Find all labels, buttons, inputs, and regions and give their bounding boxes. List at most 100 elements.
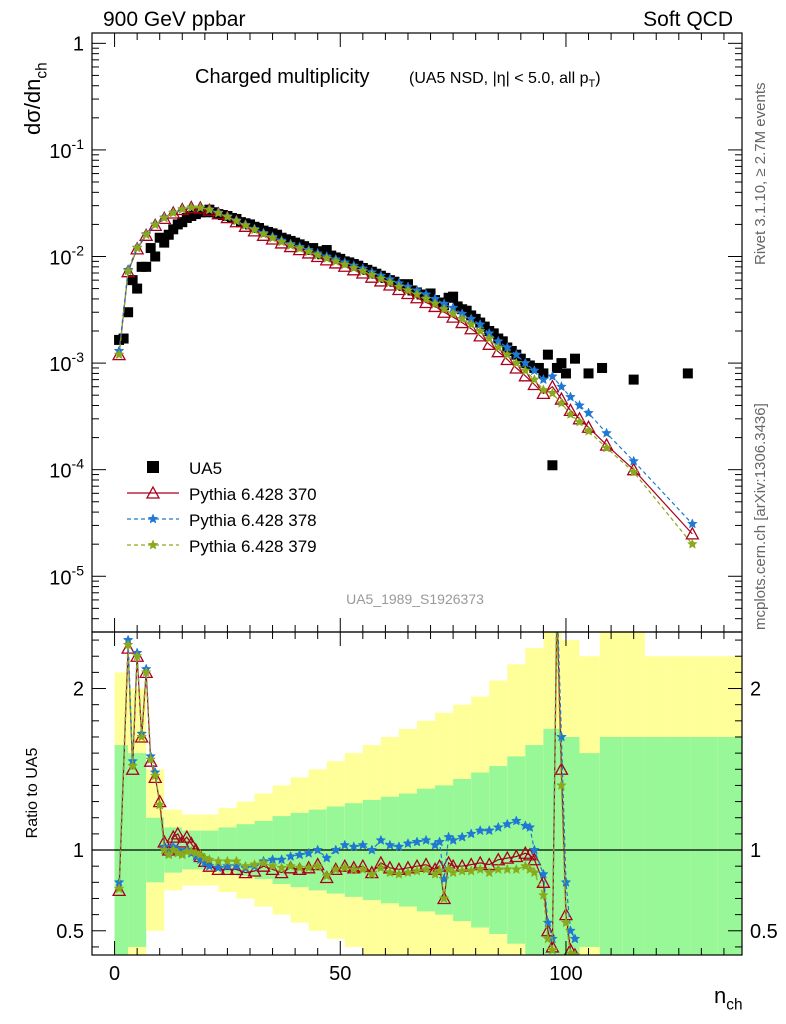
data-point <box>321 252 333 263</box>
x-tick-label: 100 <box>549 963 582 985</box>
data-point <box>303 862 315 873</box>
data-point <box>448 291 459 302</box>
data-point <box>175 834 190 848</box>
data-point <box>276 862 287 873</box>
legend: UA5 Pythia 6.428 370 Pythia 6.428 378 Pythi… <box>127 459 317 556</box>
data-point <box>150 251 161 262</box>
data-point <box>465 865 477 876</box>
data-point <box>357 265 369 276</box>
data-point <box>583 368 594 379</box>
inner-band <box>599 736 623 955</box>
data-point <box>312 844 324 855</box>
data-point <box>145 753 157 765</box>
data-point <box>303 246 315 257</box>
data-point <box>501 863 513 875</box>
data-point <box>211 862 226 876</box>
data-point <box>574 399 585 411</box>
data-point <box>583 425 594 436</box>
data-point <box>488 328 499 339</box>
data-point <box>292 862 307 876</box>
data-point <box>443 831 455 842</box>
data-point <box>537 868 549 879</box>
data-point <box>141 261 152 272</box>
data-point <box>285 860 297 871</box>
data-point <box>402 284 414 296</box>
ratio-frame <box>91 631 743 956</box>
data-point <box>482 336 497 350</box>
data-point <box>601 442 612 453</box>
data-point <box>686 538 698 549</box>
data-point <box>447 834 459 845</box>
x-axis-label: nch <box>714 983 743 1014</box>
data-point <box>443 863 455 875</box>
data-point <box>149 219 161 230</box>
data-point <box>339 862 351 873</box>
data-point <box>140 666 152 677</box>
y-tick-label: 10-3 <box>49 349 84 376</box>
data-point <box>240 860 251 871</box>
data-point <box>420 293 432 304</box>
inner-band <box>622 736 645 955</box>
data-point <box>429 298 441 309</box>
data-point <box>222 855 233 866</box>
data-point <box>163 229 174 240</box>
data-point <box>179 829 194 843</box>
data-point <box>346 860 361 874</box>
data-point <box>483 824 495 836</box>
series-pythia-6-428-379 <box>113 201 698 549</box>
data-point <box>393 281 405 292</box>
data-point <box>551 602 563 613</box>
data-point <box>111 883 127 897</box>
data-point <box>163 849 175 860</box>
data-point <box>330 255 342 266</box>
data-point <box>563 942 578 955</box>
data-point <box>285 850 297 862</box>
data-point <box>321 870 333 881</box>
data-point <box>601 427 612 438</box>
legend-label: Pythia 6.428 378 <box>189 511 317 530</box>
legend-item: UA5 <box>147 459 222 478</box>
data-point <box>474 824 486 836</box>
data-point <box>285 239 297 251</box>
header-left: 900 GeV ppbar <box>103 8 246 31</box>
data-point <box>375 272 387 284</box>
data-point <box>492 821 504 833</box>
data-point <box>569 949 581 955</box>
data-point <box>357 839 369 850</box>
data-point <box>402 837 414 849</box>
data-point <box>411 865 423 876</box>
x-tick-label: 0 <box>109 963 120 985</box>
data-point <box>185 201 197 213</box>
data-point <box>447 866 459 878</box>
data-point <box>510 815 522 826</box>
data-point <box>542 349 553 360</box>
inner-band <box>667 736 691 955</box>
data-point <box>145 243 156 254</box>
data-point <box>497 336 508 347</box>
data-point <box>231 860 242 871</box>
data-point <box>519 364 531 376</box>
y-tick-label: 1 <box>73 33 84 55</box>
data-point <box>501 349 513 360</box>
data-point <box>203 204 215 215</box>
data-point <box>366 844 378 855</box>
inner-band <box>644 736 668 955</box>
chart-subtitle: (UA5 NSD, |η| < 5.0, all pT) <box>409 70 601 90</box>
x-tick-label: 50 <box>329 963 351 985</box>
data-point <box>560 917 572 928</box>
data-point <box>321 852 333 863</box>
data-point <box>384 276 396 288</box>
data-point <box>131 242 143 253</box>
ratio-y-tick-label: 0.5 <box>56 921 84 943</box>
y-tick-label: 10-4 <box>49 456 84 483</box>
data-point <box>147 539 159 550</box>
data-point <box>438 892 450 904</box>
data-point <box>310 857 325 871</box>
legend-item: Pythia 6.428 379 <box>127 537 317 556</box>
data-point <box>147 513 159 524</box>
chart-title: Charged multiplicity <box>195 66 370 88</box>
data-point <box>127 275 138 286</box>
data-point <box>348 863 360 875</box>
data-point <box>384 839 396 850</box>
data-point <box>628 455 640 466</box>
